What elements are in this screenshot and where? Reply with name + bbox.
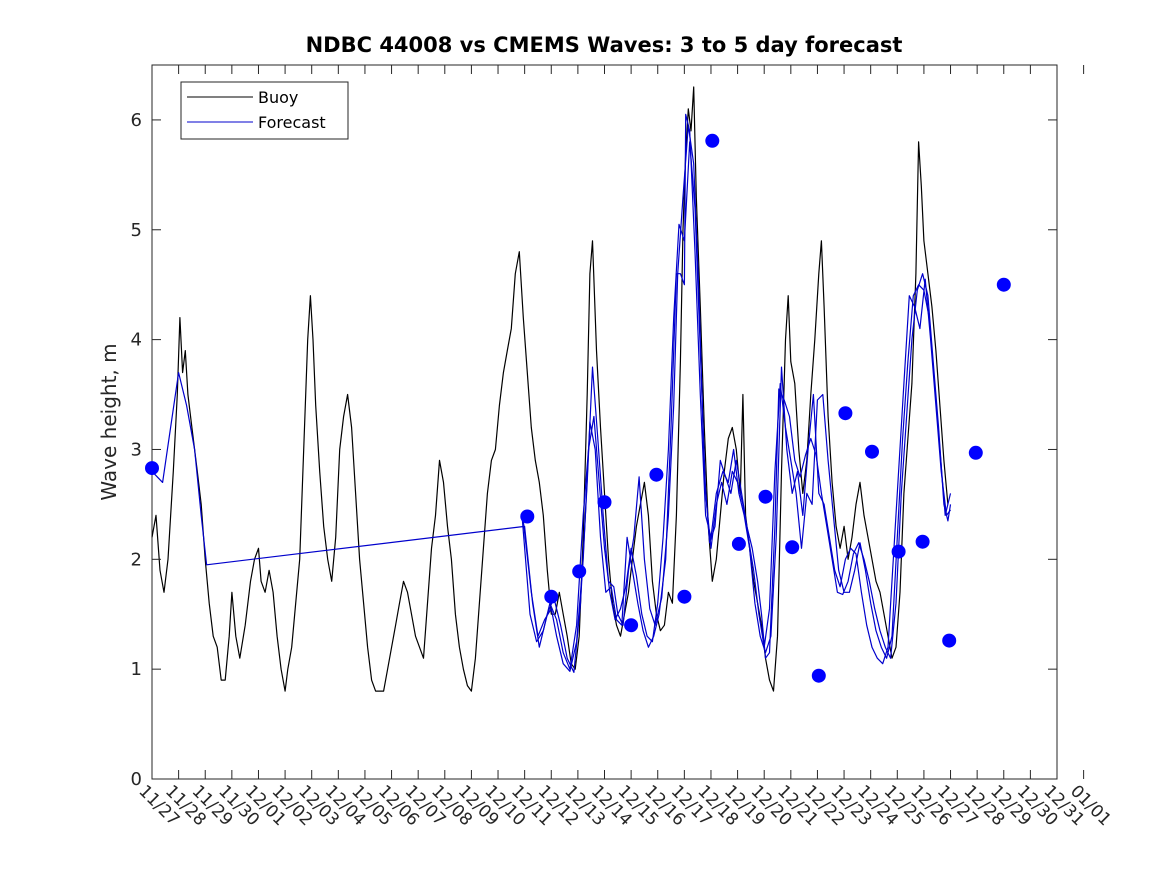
- forecast-marker: [891, 544, 906, 559]
- forecast-marker: [731, 536, 746, 551]
- series-layer: [151, 86, 952, 692]
- y-tick-label: 3: [131, 439, 142, 460]
- forecast-marker: [915, 534, 930, 549]
- forecast-marker: [996, 277, 1011, 292]
- forecast-marker: [838, 406, 853, 421]
- legend-label-forecast: Forecast: [258, 113, 326, 132]
- legend-box: [180, 81, 349, 140]
- y-tick-label: 5: [131, 220, 142, 241]
- series-line-buoy-0: [151, 86, 949, 692]
- y-tick-label: 2: [131, 549, 142, 570]
- chart-title: NDBC 44008 vs CMEMS Waves: 3 to 5 day fo…: [306, 33, 903, 57]
- forecast-marker: [520, 509, 535, 524]
- forecast-marker: [758, 489, 773, 504]
- forecast-marker: [597, 495, 612, 510]
- forecast-marker: [968, 445, 983, 460]
- y-tick-label: 4: [131, 330, 142, 351]
- forecast-marker: [865, 444, 879, 459]
- forecast-marker: [145, 461, 159, 476]
- forecast-marker: [624, 618, 639, 633]
- y-axis-label: Wave height, m: [97, 343, 121, 500]
- series-line-forecast-3: [521, 141, 952, 670]
- legend: Buoy Forecast: [180, 81, 349, 140]
- forecast-marker: [785, 540, 800, 555]
- forecast-marker: [544, 589, 559, 604]
- y-tick-label: 0: [131, 769, 142, 790]
- y-tick-label: 1: [131, 659, 142, 680]
- marker-layer: [145, 133, 1011, 683]
- forecast-marker: [677, 589, 692, 604]
- forecast-marker: [705, 133, 720, 148]
- y-tick-label: 6: [131, 110, 142, 131]
- forecast-marker: [942, 633, 957, 648]
- forecast-marker: [811, 668, 826, 683]
- series-line-forecast-2: [522, 113, 951, 672]
- forecast-marker: [572, 564, 587, 579]
- legend-label-buoy: Buoy: [258, 88, 298, 107]
- forecast-marker: [649, 467, 664, 482]
- plot-area: 012345611/2711/2811/2911/3012/0112/0212/…: [131, 64, 1115, 830]
